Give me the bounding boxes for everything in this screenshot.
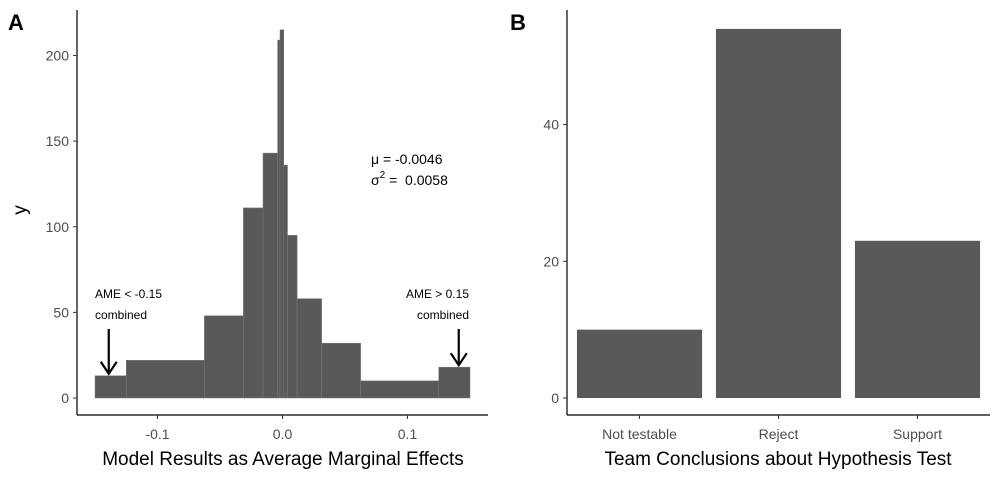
stats-annotation: μ = -0.0046 σ2 = 0.0058 bbox=[371, 151, 448, 188]
conclusion-bars bbox=[576, 28, 981, 398]
x-tick-label: 0.1 bbox=[398, 426, 418, 442]
histogram-bar bbox=[204, 315, 244, 399]
sigma-value: = 0.0058 bbox=[385, 172, 448, 188]
x-tick-label: Support bbox=[893, 426, 942, 442]
panel-b: B 0 20 40 Not testable Reject Support Team C… bbox=[510, 10, 990, 470]
category-bar bbox=[854, 240, 981, 398]
category-bar bbox=[715, 28, 842, 398]
x-axis-title-a: Model Results as Average Marginal Effect… bbox=[102, 449, 464, 470]
y-tick-label: 20 bbox=[543, 253, 559, 269]
category-bar bbox=[576, 329, 703, 398]
histogram-bar bbox=[287, 235, 298, 399]
down-arrow-icon bbox=[99, 361, 118, 376]
annotation-label-line2: combined bbox=[417, 308, 469, 322]
variance-label: σ2 = 0.0058 bbox=[371, 170, 448, 188]
x-ticks-a: -0.1 0.0 0.1 bbox=[145, 415, 417, 442]
annotation-label-line2: combined bbox=[95, 308, 147, 322]
annotation-label-line1: AME > 0.15 bbox=[406, 287, 469, 301]
annotation-label-line1: AME < -0.15 bbox=[95, 287, 162, 301]
y-tick-label: 50 bbox=[53, 304, 69, 320]
down-arrow-icon bbox=[449, 352, 468, 368]
histogram-bar bbox=[277, 39, 281, 399]
y-tick-label: 200 bbox=[46, 48, 70, 64]
y-ticks-b: 0 20 40 bbox=[543, 117, 567, 406]
histogram-bars bbox=[94, 29, 471, 399]
x-axis-title-b: Team Conclusions about Hypothesis Test bbox=[604, 449, 952, 470]
histogram-bar bbox=[283, 164, 288, 399]
outlier-annotations: AME < -0.15 combined AME > 0.15 combined bbox=[95, 287, 469, 376]
histogram-bar bbox=[279, 29, 284, 399]
histogram-bar bbox=[262, 152, 278, 399]
histogram-bar bbox=[438, 366, 471, 399]
sigma-exponent: 2 bbox=[380, 170, 386, 181]
y-ticks-a: 0 50 100 150 200 bbox=[46, 48, 77, 406]
panel-letter-a: A bbox=[8, 10, 24, 35]
y-axis-title-a: y bbox=[10, 205, 31, 215]
x-tick-label: Reject bbox=[759, 426, 799, 442]
x-tick-label: 0.0 bbox=[273, 426, 293, 442]
histogram-bar bbox=[360, 380, 439, 399]
y-tick-label: 100 bbox=[46, 219, 70, 235]
y-tick-label: 40 bbox=[543, 117, 559, 133]
histogram-bar bbox=[243, 207, 264, 399]
x-ticks-b: Not testable Reject Support bbox=[602, 415, 942, 442]
y-tick-label: 150 bbox=[46, 133, 70, 149]
histogram-bar bbox=[94, 375, 127, 399]
panel-letter-b: B bbox=[510, 10, 526, 35]
mean-label: μ = -0.0046 bbox=[371, 151, 443, 167]
histogram-bar bbox=[296, 298, 322, 399]
x-tick-label: Not testable bbox=[602, 426, 677, 442]
y-tick-label: 0 bbox=[61, 390, 69, 406]
x-tick-label: -0.1 bbox=[145, 426, 169, 442]
y-tick-label: 0 bbox=[551, 390, 559, 406]
panel-a: A 0 50 100 150 200 -0.1 0.0 0.1 Model Results … bbox=[8, 10, 488, 470]
histogram-bar bbox=[321, 342, 361, 399]
sigma-symbol: σ bbox=[371, 172, 380, 188]
histogram-bar bbox=[126, 360, 205, 399]
